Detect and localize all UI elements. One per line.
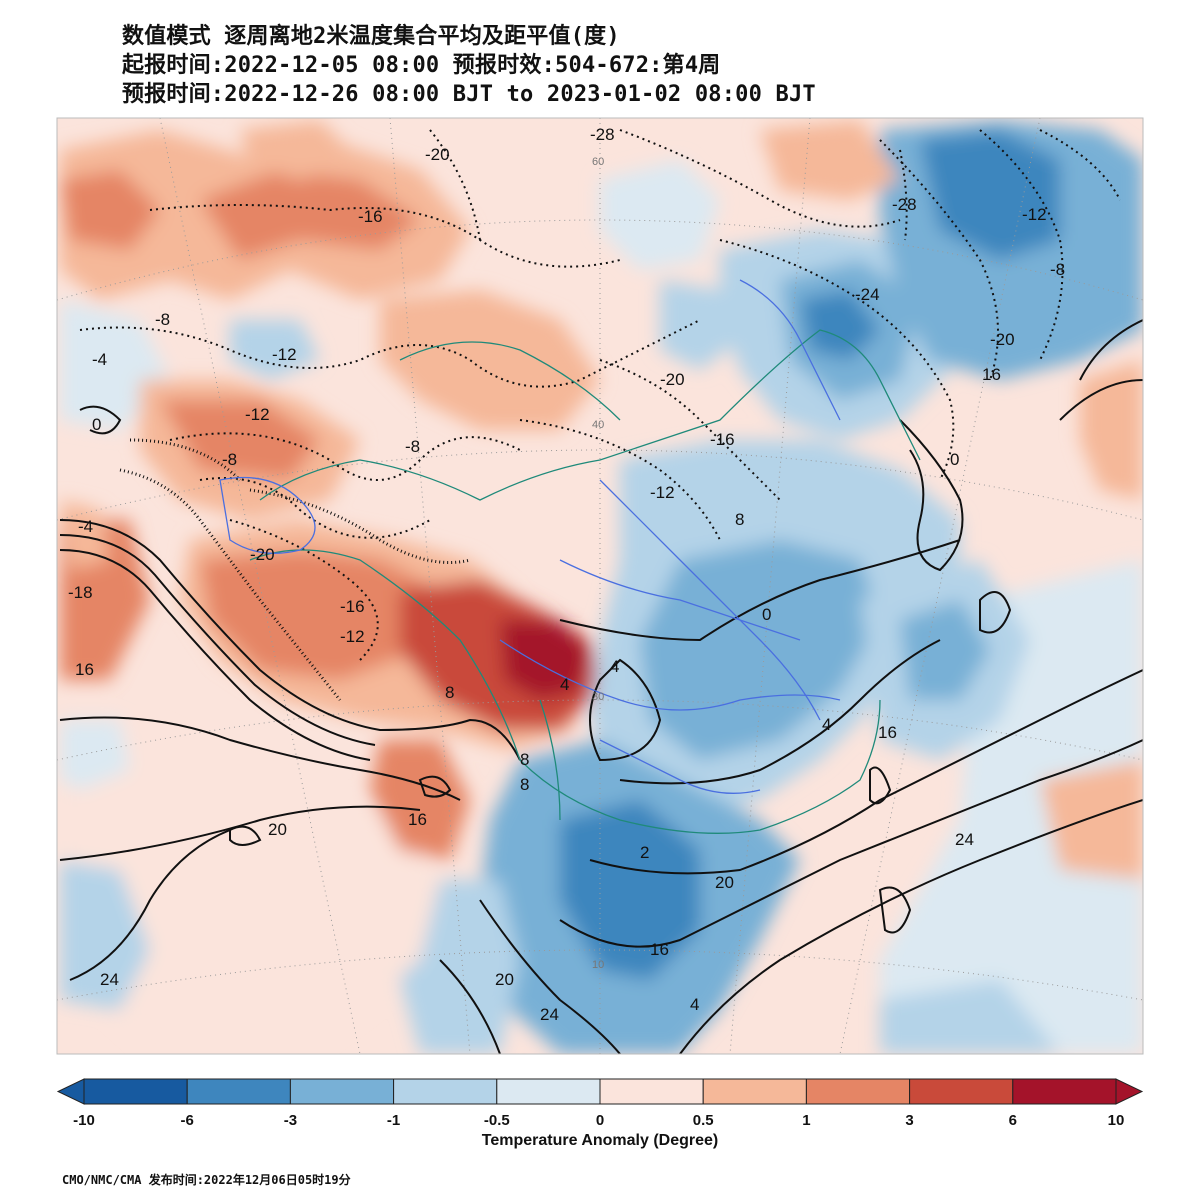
- contour-label: 10: [592, 959, 604, 971]
- contour-label: -16: [340, 597, 365, 616]
- contour-label: 4: [610, 657, 619, 676]
- colorbar-tick-label: 1: [802, 1112, 810, 1129]
- contour-label: -4: [78, 517, 93, 536]
- stippled-contours: [119, 438, 471, 701]
- colorbar-arrow-right: [1115, 1078, 1144, 1105]
- contour-label: -20: [250, 545, 275, 564]
- contour-label: 4: [560, 675, 569, 694]
- contour-label: -20: [425, 145, 450, 164]
- colorbar-swatch: [599, 1078, 704, 1105]
- contour-label: -8: [222, 450, 237, 469]
- contour-label: 8: [735, 510, 744, 529]
- colorbar-swatch: [909, 1078, 1014, 1105]
- colorbar-tick-label: -3: [284, 1112, 297, 1129]
- contour-label: 30: [592, 691, 604, 703]
- contour-label: -12: [650, 483, 675, 502]
- contour-label: -12: [1022, 205, 1047, 224]
- contour-label: -20: [660, 370, 685, 389]
- contour-label: -12: [245, 405, 270, 424]
- title-line-3: 预报时间:2022-12-26 08:00 BJT to 2023-01-02 …: [122, 82, 816, 107]
- title-line-2: 起报时间:2022-12-05 08:00 预报时效:504-672:第4周: [122, 53, 721, 78]
- positive-contours: [59, 319, 1143, 1054]
- colorbar-swatch: [289, 1078, 395, 1105]
- colorbar-swatch: [496, 1078, 601, 1105]
- contour-label: 16: [878, 723, 897, 742]
- contour-labels: -28 -20 60 -16 -28 -12 -8 -24 -8 -4 -12 …: [68, 125, 1065, 1024]
- contour-label: -12: [340, 627, 365, 646]
- contour-label: 4: [822, 715, 831, 734]
- contour-label: 16: [982, 365, 1001, 384]
- contour-label: 20: [715, 873, 734, 892]
- contour-label: 8: [520, 750, 529, 769]
- contour-label: -12: [272, 345, 297, 364]
- colorbar-swatch: [702, 1078, 807, 1105]
- contour-label: -20: [990, 330, 1015, 349]
- contour-label: -8: [405, 437, 420, 456]
- contour-label: 20: [268, 820, 287, 839]
- colorbar-tick-label: 3: [905, 1112, 913, 1129]
- colorbar-tick-label: 6: [1009, 1112, 1017, 1129]
- contour-label: 0: [762, 605, 771, 624]
- colorbar-arrow-left: [56, 1078, 85, 1105]
- colorbar-swatch: [393, 1078, 498, 1105]
- title-line-1: 数值模式 逐周离地2米温度集合平均及距平值(度): [122, 24, 620, 49]
- map-frame: [56, 117, 1144, 1055]
- map-area: -28 -20 60 -16 -28 -12 -8 -24 -8 -4 -12 …: [57, 118, 1143, 1054]
- contour-label: 16: [408, 810, 427, 829]
- contour-label: -4: [92, 350, 107, 369]
- contour-label: 8: [520, 775, 529, 794]
- colorbar-swatch: [805, 1078, 911, 1105]
- contour-label: 0: [950, 450, 959, 469]
- contour-label: 24: [955, 830, 974, 849]
- footer-publish-info: CMO/NMC/CMA 发布时间:2022年12月06日05时19分: [62, 1173, 351, 1187]
- colorbar-tick-label: -1: [387, 1112, 400, 1129]
- contour-label: 24: [540, 1005, 559, 1024]
- contour-label: 60: [592, 156, 604, 168]
- contour-label: 16: [75, 660, 94, 679]
- contour-label: 0: [92, 415, 101, 434]
- colorbar-tick-label: -10: [73, 1112, 95, 1129]
- colorbar-tick-label: 0.5: [693, 1112, 714, 1129]
- contour-label: 40: [592, 419, 604, 431]
- colorbar-tick-label: 0: [596, 1112, 604, 1129]
- contour-label: 4: [690, 995, 699, 1014]
- contour-label: -16: [358, 207, 383, 226]
- contour-label: -18: [68, 583, 93, 602]
- contour-label: -24: [855, 285, 880, 304]
- colorbar-tick-label: -6: [181, 1112, 194, 1129]
- contour-label: 16: [650, 940, 669, 959]
- negative-contours: [79, 129, 1121, 661]
- contour-label: 8: [445, 683, 454, 702]
- contour-label: -16: [710, 430, 735, 449]
- colorbar-swatch: [83, 1078, 188, 1105]
- colorbar-tick-label: -0.5: [484, 1112, 510, 1129]
- contour-label: 20: [495, 970, 514, 989]
- legend-title: Temperature Anomaly (Degree): [481, 1132, 719, 1149]
- colorbar: -10 -6 -3 -1 -0.5 0 0.5 1 3 6 10: [56, 1078, 1144, 1129]
- contour-label: 2: [640, 843, 649, 862]
- graticule: [57, 118, 1143, 1054]
- colorbar-swatch: [1012, 1078, 1117, 1105]
- colorbar-tick-label: 10: [1108, 1112, 1125, 1129]
- contour-label: -28: [590, 125, 615, 144]
- contour-label: -28: [892, 195, 917, 214]
- map-title-block: 数值模式 逐周离地2米温度集合平均及距平值(度) 起报时间:2022-12-05…: [122, 22, 816, 109]
- colorbar-swatch: [186, 1078, 291, 1105]
- contour-label: -8: [1050, 260, 1065, 279]
- contour-label: 24: [100, 970, 119, 989]
- boundary-lines: [219, 279, 921, 834]
- contour-label: -8: [155, 310, 170, 329]
